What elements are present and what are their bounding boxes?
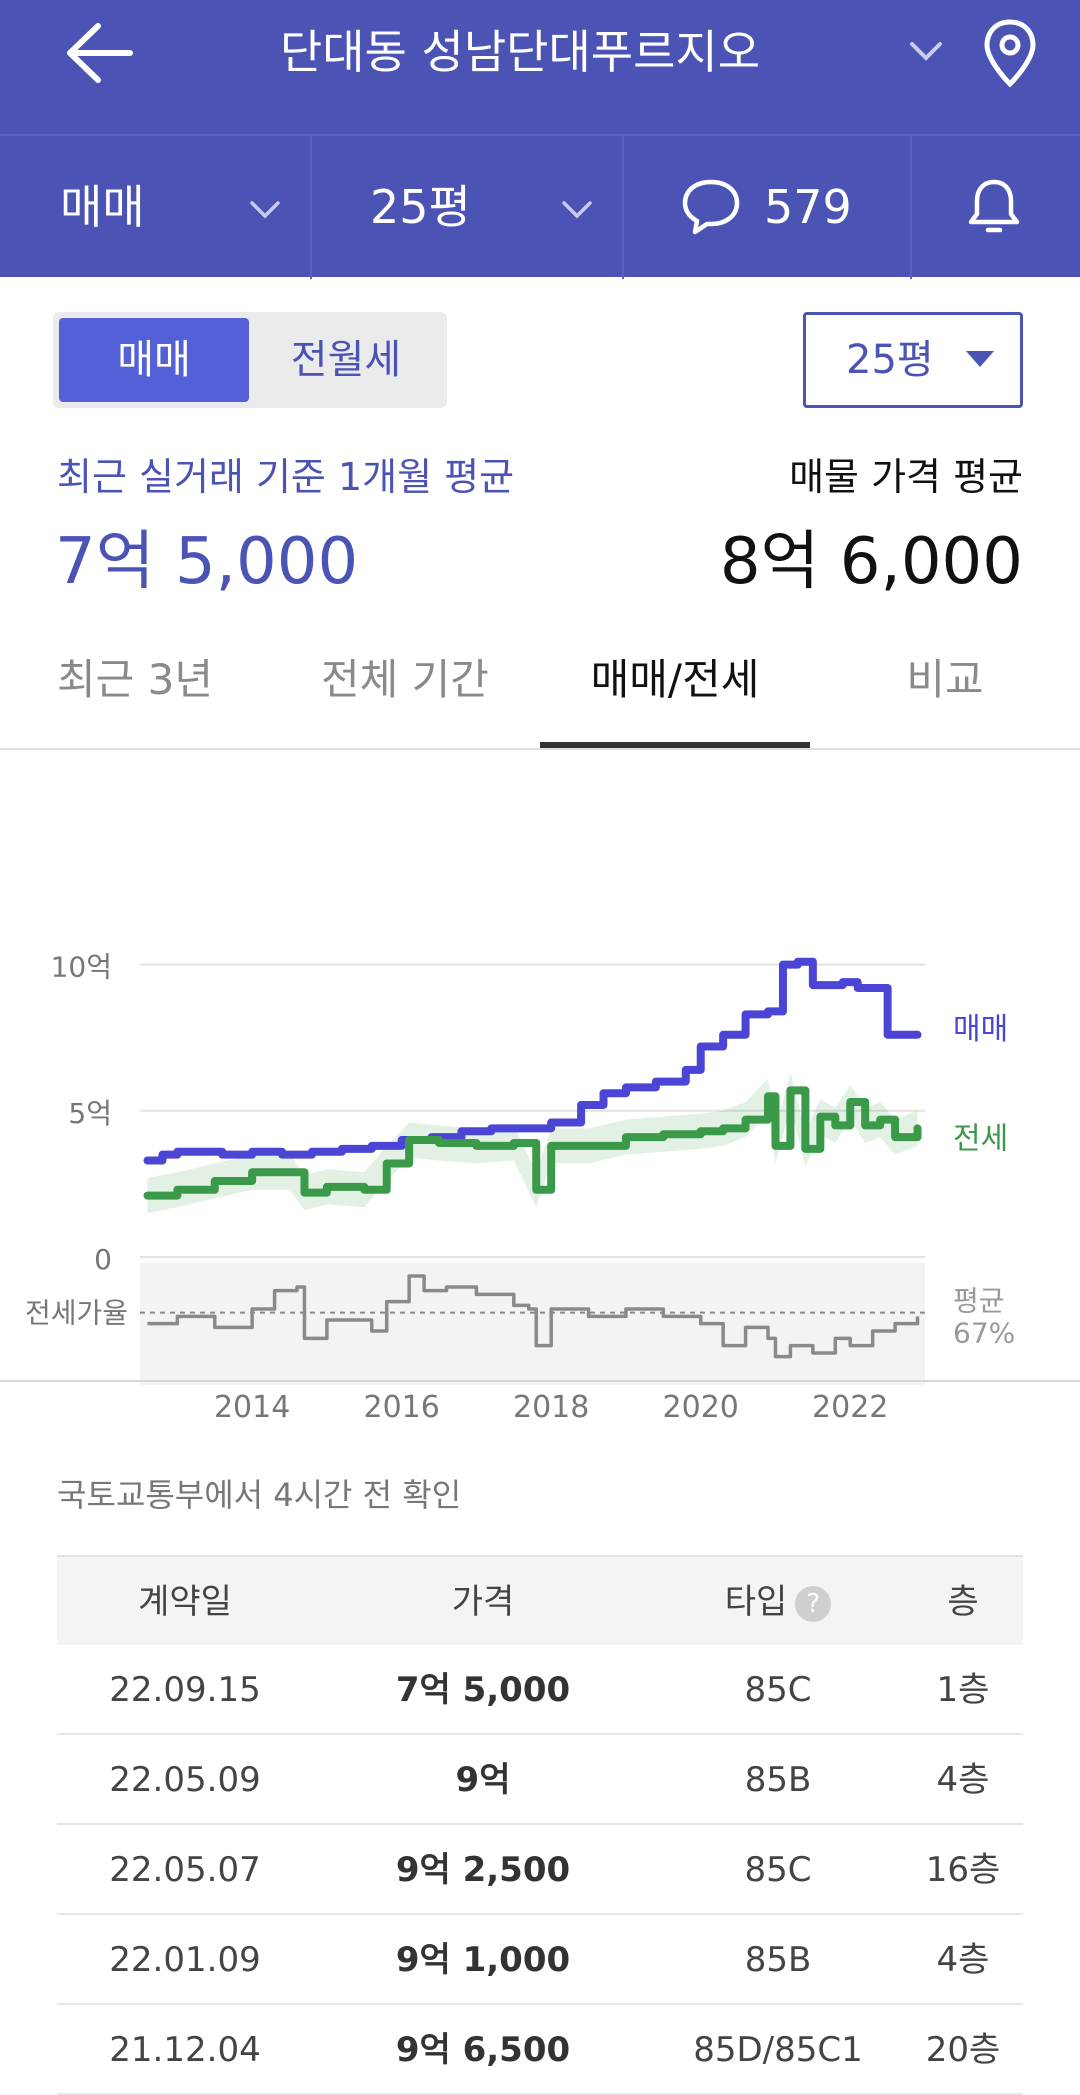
ratio-panel — [140, 1263, 925, 1385]
series-line-jeonse — [143, 1086, 922, 1200]
x-tick-label: 2014 — [214, 1390, 290, 1420]
row-date: 22.05.09 — [109, 1760, 261, 1800]
top-bar: 단대동 성남단대푸르지오 — [0, 0, 1080, 134]
toggle-rent[interactable]: 전월세 — [290, 337, 402, 383]
row-date: 21.12.04 — [109, 2030, 261, 2070]
row-price: 9억 — [455, 1760, 511, 1800]
table-row[interactable]: 22.01.09 9억 1,000 85B 4층 — [57, 1915, 1023, 2005]
comment-count: 579 — [764, 180, 852, 234]
x-tick-label: 2020 — [663, 1390, 739, 1420]
size-dropdown[interactable]: 25평 — [370, 136, 570, 279]
table-row[interactable]: 21.12.04 9억 6,500 85D/85C1 20층 — [57, 2005, 1023, 2095]
comment-bubble-icon — [682, 179, 740, 235]
toggle-sale[interactable]: 매매 — [59, 318, 249, 402]
jeonse-range-band — [147, 1072, 918, 1214]
deal-type-label: 매매 — [60, 180, 145, 234]
row-type: 85B — [744, 1940, 812, 1980]
table-row[interactable]: 22.09.15 7억 5,000 85C 1층 — [57, 1645, 1023, 1735]
app-bar: 단대동 성남단대푸르지오 매매 25평 579 — [0, 0, 1080, 279]
size-select[interactable]: 25평 — [803, 312, 1023, 408]
header-type: 타입? — [653, 1557, 903, 1647]
table-row[interactable]: 22.05.07 9억 2,500 85C 16층 — [57, 1825, 1023, 1915]
notification-button[interactable] — [960, 136, 1040, 279]
table-header: 계약일 가격 타입? 층 — [57, 1555, 1023, 1645]
help-icon[interactable]: ? — [795, 1585, 832, 1622]
size-select-value: 25평 — [846, 337, 934, 383]
table-body: 22.09.15 7억 5,000 85C 1층 22.05.09 9억 85B 4층 22.0… — [57, 1645, 1023, 2095]
series-label-jeonse: 전세 — [953, 1121, 1008, 1156]
row-floor: 16층 — [925, 1850, 1001, 1890]
ratio-line — [147, 1274, 920, 1359]
row-type: 85B — [744, 1760, 812, 1800]
page-title[interactable]: 단대동 성남단대푸르지오 — [279, 25, 761, 79]
y-tick-label: 0 — [94, 1243, 112, 1276]
row-price: 9억 1,000 — [395, 1940, 571, 1980]
comments-button[interactable]: 579 — [680, 136, 910, 279]
series-label-sale: 매매 — [953, 1012, 1008, 1047]
row-type: 85D/85C1 — [693, 2030, 863, 2070]
size-label: 25평 — [370, 180, 471, 234]
tab-recent-3y[interactable]: 최근 3년 — [57, 655, 213, 704]
deal-type-dropdown[interactable]: 매매 — [60, 136, 290, 279]
header-price: 가격 — [451, 1582, 515, 1622]
x-tick-label: 2018 — [513, 1390, 589, 1420]
ratio-avg-label: 평균 — [953, 1285, 1005, 1318]
row-floor: 4층 — [936, 1940, 990, 1980]
row-type: 85C — [744, 1670, 812, 1710]
period-tabs: 최근 3년 전체 기간 매매/전세 비교 — [0, 640, 1080, 750]
ask-avg-value: 8억 6,000 — [719, 525, 1023, 599]
row-type: 85C — [744, 1850, 812, 1890]
caret-down-icon — [966, 351, 994, 367]
divider — [910, 136, 912, 279]
row-date: 22.01.09 — [109, 1940, 261, 1980]
location-pin-icon[interactable] — [975, 16, 1045, 90]
bell-icon — [968, 179, 1020, 233]
header-date: 계약일 — [138, 1582, 232, 1622]
row-floor: 4층 — [936, 1760, 990, 1800]
source-note: 국토교통부에서 4시간 전 확인 — [57, 1476, 462, 1514]
y-tick-label: 5억 — [68, 1097, 112, 1130]
chevron-down-icon — [250, 201, 280, 219]
row-price: 9억 6,500 — [395, 2030, 571, 2070]
table-row[interactable]: 22.05.09 9억 85B 4층 — [57, 1735, 1023, 1825]
back-arrow-icon[interactable] — [60, 18, 160, 88]
recent-avg-label: 최근 실거래 기준 1개월 평균 — [57, 455, 515, 499]
header-floor: 층 — [947, 1582, 979, 1622]
ratio-label: 전세가율 — [25, 1297, 128, 1330]
tab-all-period[interactable]: 전체 기간 — [321, 655, 489, 704]
tab-compare[interactable]: 비교 — [906, 655, 984, 704]
row-date: 22.09.15 — [109, 1670, 261, 1710]
x-tick-label: 2022 — [812, 1390, 888, 1420]
ask-avg-label: 매물 가격 평균 — [789, 455, 1023, 499]
chart-divider — [0, 1380, 1080, 1382]
transactions-table: 계약일 가격 타입? 층 22.09.15 7억 5,000 85C 1층 22.05.… — [57, 1555, 1023, 2095]
divider — [310, 136, 312, 279]
series-line-sale — [143, 957, 922, 1165]
recent-avg-value: 7억 5,000 — [55, 525, 359, 599]
x-tick-label: 2016 — [363, 1390, 439, 1420]
active-tab-indicator — [540, 742, 810, 748]
y-tick-label: 10억 — [51, 951, 112, 984]
row-floor: 1층 — [936, 1670, 990, 1710]
row-price: 7억 5,000 — [395, 1670, 571, 1710]
row-date: 22.05.07 — [109, 1850, 261, 1890]
chevron-down-icon — [562, 201, 592, 219]
tab-sale-jeonse[interactable]: 매매/전세 — [590, 655, 760, 704]
chevron-down-icon[interactable] — [906, 30, 946, 70]
deal-type-toggle: 매매 전월세 — [53, 312, 447, 408]
ratio-avg-value: 67% — [953, 1317, 1015, 1350]
row-price: 9억 2,500 — [395, 1850, 571, 1890]
filter-bar: 매매 25평 579 — [0, 134, 1080, 279]
row-floor: 20층 — [925, 2030, 1001, 2070]
header-type-label: 타입 — [724, 1582, 788, 1622]
divider — [622, 136, 624, 279]
